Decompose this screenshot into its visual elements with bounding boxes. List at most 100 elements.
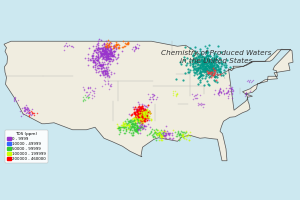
Point	[155, 132, 160, 135]
Point	[228, 86, 233, 89]
Point	[162, 136, 167, 140]
Point	[105, 79, 110, 83]
Point	[82, 98, 87, 101]
Point	[102, 50, 107, 54]
Point	[101, 49, 106, 52]
Point	[96, 55, 101, 58]
Point	[103, 71, 108, 75]
Point	[196, 83, 201, 86]
Point	[136, 119, 141, 122]
Point	[140, 110, 144, 113]
Point	[211, 67, 216, 71]
Point	[139, 111, 143, 115]
Point	[211, 59, 216, 62]
Point	[103, 57, 108, 60]
Point	[131, 111, 136, 114]
Point	[209, 75, 214, 78]
Point	[106, 71, 110, 75]
Point	[94, 55, 99, 58]
Point	[93, 62, 98, 65]
Point	[97, 63, 101, 66]
Point	[109, 51, 114, 54]
Point	[144, 115, 148, 119]
Point	[157, 131, 162, 134]
Point	[107, 46, 112, 49]
Point	[127, 123, 132, 126]
Point	[130, 131, 135, 134]
Point	[213, 53, 218, 56]
Point	[100, 48, 105, 51]
Point	[143, 114, 148, 117]
Point	[102, 53, 107, 56]
Point	[117, 130, 122, 133]
Point	[145, 103, 150, 106]
Point	[99, 54, 104, 57]
Point	[227, 93, 232, 96]
Point	[210, 60, 214, 63]
Point	[117, 132, 122, 135]
Point	[133, 45, 138, 48]
Point	[158, 138, 163, 142]
Point	[207, 60, 212, 64]
Point	[151, 133, 155, 136]
Point	[208, 62, 212, 65]
Point	[105, 46, 110, 49]
Point	[71, 45, 76, 48]
Point	[208, 65, 213, 68]
Point	[128, 119, 133, 122]
Point	[136, 117, 141, 120]
Point	[197, 64, 202, 67]
Point	[89, 94, 94, 97]
Point	[211, 67, 215, 71]
Point	[134, 129, 139, 132]
Point	[12, 98, 17, 101]
Point	[113, 44, 118, 48]
Point	[137, 107, 142, 110]
Point	[96, 37, 101, 40]
Polygon shape	[4, 41, 293, 161]
Point	[138, 114, 143, 117]
Point	[132, 116, 136, 120]
Point	[97, 47, 102, 50]
Point	[140, 110, 145, 113]
Point	[140, 114, 145, 117]
Point	[190, 69, 195, 72]
Point	[202, 60, 206, 63]
Point	[11, 97, 16, 100]
Point	[181, 78, 186, 82]
Point	[188, 60, 193, 63]
Point	[93, 67, 98, 70]
Point	[203, 70, 208, 73]
Point	[193, 94, 198, 97]
Point	[180, 133, 184, 136]
Point	[140, 112, 145, 115]
Point	[130, 123, 135, 126]
Point	[200, 102, 205, 105]
Point	[209, 66, 214, 69]
Point	[142, 113, 147, 116]
Point	[205, 61, 210, 64]
Point	[66, 44, 71, 47]
Point	[202, 58, 207, 61]
Point	[208, 71, 213, 74]
Point	[206, 73, 210, 76]
Point	[199, 66, 204, 69]
Point	[116, 55, 121, 59]
Point	[147, 131, 152, 134]
Point	[100, 63, 104, 66]
Point	[216, 89, 221, 92]
Point	[90, 54, 95, 57]
Point	[120, 128, 125, 132]
Point	[83, 91, 88, 94]
Point	[191, 64, 196, 67]
Point	[116, 47, 121, 50]
Point	[210, 64, 215, 67]
Point	[128, 131, 133, 134]
Point	[100, 70, 105, 73]
Point	[213, 65, 218, 69]
Point	[195, 59, 200, 63]
Point	[145, 105, 150, 109]
Point	[118, 126, 123, 129]
Point	[218, 50, 223, 53]
Point	[142, 112, 146, 115]
